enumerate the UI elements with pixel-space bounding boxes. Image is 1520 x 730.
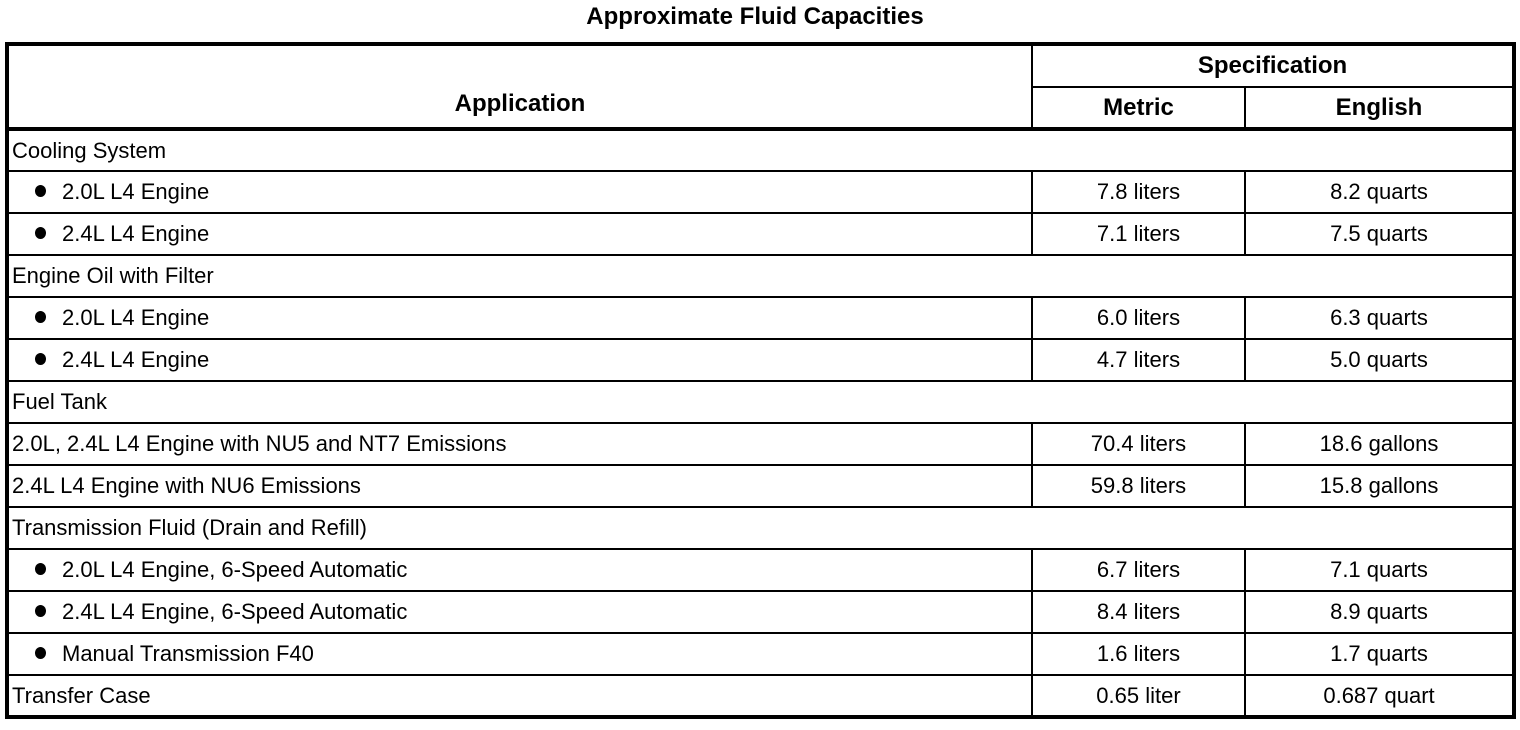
english-value: 8.2 quarts xyxy=(1244,170,1515,214)
application-cell: 2.0L L4 Engine xyxy=(6,296,1033,340)
section-row: Fuel Tank xyxy=(6,380,1515,424)
application-label: 2.4L L4 Engine with NU6 Emissions xyxy=(12,473,361,498)
application-cell: 2.0L L4 Engine xyxy=(6,170,1033,214)
application-cell: 2.4L L4 Engine, 6-Speed Automatic xyxy=(6,590,1033,634)
table-row: 2.0L L4 Engine 6.0 liters 6.3 quarts xyxy=(6,296,1515,340)
application-cell: Transfer Case xyxy=(6,674,1033,718)
section-row: Cooling System xyxy=(6,128,1515,172)
bullet-icon xyxy=(35,605,46,617)
application-cell: Manual Transmission F40 xyxy=(6,632,1033,676)
english-value: 7.1 quarts xyxy=(1244,548,1515,592)
table-row: 2.4L L4 Engine with NU6 Emissions 59.8 l… xyxy=(6,464,1515,508)
table-row: Transfer Case 0.65 liter 0.687 quart xyxy=(6,674,1515,718)
application-cell: 2.4L L4 Engine xyxy=(6,338,1033,382)
section-label: Fuel Tank xyxy=(6,380,1515,424)
english-value: 0.687 quart xyxy=(1244,674,1515,718)
bullet-icon xyxy=(35,563,46,575)
english-value: 7.5 quarts xyxy=(1244,212,1515,256)
english-column-header: English xyxy=(1244,86,1515,131)
application-cell: 2.0L, 2.4L L4 Engine with NU5 and NT7 Em… xyxy=(6,422,1033,466)
table-row: 2.0L, 2.4L L4 Engine with NU5 and NT7 Em… xyxy=(6,422,1515,466)
english-value: 8.9 quarts xyxy=(1244,590,1515,634)
english-value: 18.6 gallons xyxy=(1244,422,1515,466)
metric-value: 59.8 liters xyxy=(1031,464,1246,508)
metric-value: 6.7 liters xyxy=(1031,548,1246,592)
english-value: 6.3 quarts xyxy=(1244,296,1515,340)
specification-column-header: Specification xyxy=(1031,43,1515,88)
metric-value: 0.65 liter xyxy=(1031,674,1246,718)
bullet-icon xyxy=(35,311,46,323)
application-label: 2.0L, 2.4L L4 Engine with NU5 and NT7 Em… xyxy=(12,431,507,456)
metric-value: 6.0 liters xyxy=(1031,296,1246,340)
application-cell: 2.4L L4 Engine with NU6 Emissions xyxy=(6,464,1033,508)
application-label: 2.4L L4 Engine, 6-Speed Automatic xyxy=(62,599,408,624)
section-row: Transmission Fluid (Drain and Refill) xyxy=(6,506,1515,550)
section-label: Engine Oil with Filter xyxy=(6,254,1515,298)
application-label: Transfer Case xyxy=(12,682,151,708)
application-label: 2.0L L4 Engine, 6-Speed Automatic xyxy=(62,557,408,582)
application-label: 2.0L L4 Engine xyxy=(62,305,210,330)
header-row-specification: Application Specification xyxy=(6,43,1515,131)
metric-value: 7.8 liters xyxy=(1031,170,1246,214)
table-row: 2.4L L4 Engine, 6-Speed Automatic 8.4 li… xyxy=(6,590,1515,634)
english-value: 1.7 quarts xyxy=(1244,632,1515,676)
table-row: 2.4L L4 Engine 7.1 liters 7.5 quarts xyxy=(6,212,1515,256)
metric-value: 70.4 liters xyxy=(1031,422,1246,466)
metric-value: 4.7 liters xyxy=(1031,338,1246,382)
bullet-icon xyxy=(35,185,46,197)
fluid-capacities-table: Application Specification Metric English… xyxy=(5,42,1516,719)
table-row: 2.0L L4 Engine 7.8 liters 8.2 quarts xyxy=(6,170,1515,214)
application-label: 2.4L L4 Engine xyxy=(62,347,210,372)
metric-value: 1.6 liters xyxy=(1031,632,1246,676)
bullet-icon xyxy=(35,647,46,659)
english-value: 5.0 quarts xyxy=(1244,338,1515,382)
application-cell: 2.4L L4 Engine xyxy=(6,212,1033,256)
metric-value: 8.4 liters xyxy=(1031,590,1246,634)
table-row: Manual Transmission F40 1.6 liters 1.7 q… xyxy=(6,632,1515,676)
page-title: Approximate Fluid Capacities xyxy=(586,3,924,30)
table-row: 2.0L L4 Engine, 6-Speed Automatic 6.7 li… xyxy=(6,548,1515,592)
application-cell: 2.0L L4 Engine, 6-Speed Automatic xyxy=(6,548,1033,592)
section-row: Engine Oil with Filter xyxy=(6,254,1515,298)
table-header: Application Specification Metric English xyxy=(6,43,1515,131)
application-label: 2.0L L4 Engine xyxy=(62,179,210,204)
bullet-icon xyxy=(35,227,46,239)
english-value: 15.8 gallons xyxy=(1244,464,1515,508)
header-row-units: Metric English xyxy=(7,86,1515,131)
metric-column-header: Metric xyxy=(1031,86,1246,131)
table-body: Cooling System 2.0L L4 Engine 7.8 liters… xyxy=(6,128,1515,718)
metric-value: 7.1 liters xyxy=(1031,212,1246,256)
application-label: Manual Transmission F40 xyxy=(62,641,314,666)
table-row: 2.4L L4 Engine 4.7 liters 5.0 quarts xyxy=(6,338,1515,382)
application-column-header: Application xyxy=(6,43,1033,131)
section-label: Transmission Fluid (Drain and Refill) xyxy=(6,506,1515,550)
application-label: 2.4L L4 Engine xyxy=(62,221,210,246)
bullet-icon xyxy=(35,353,46,365)
section-label: Cooling System xyxy=(6,128,1515,172)
